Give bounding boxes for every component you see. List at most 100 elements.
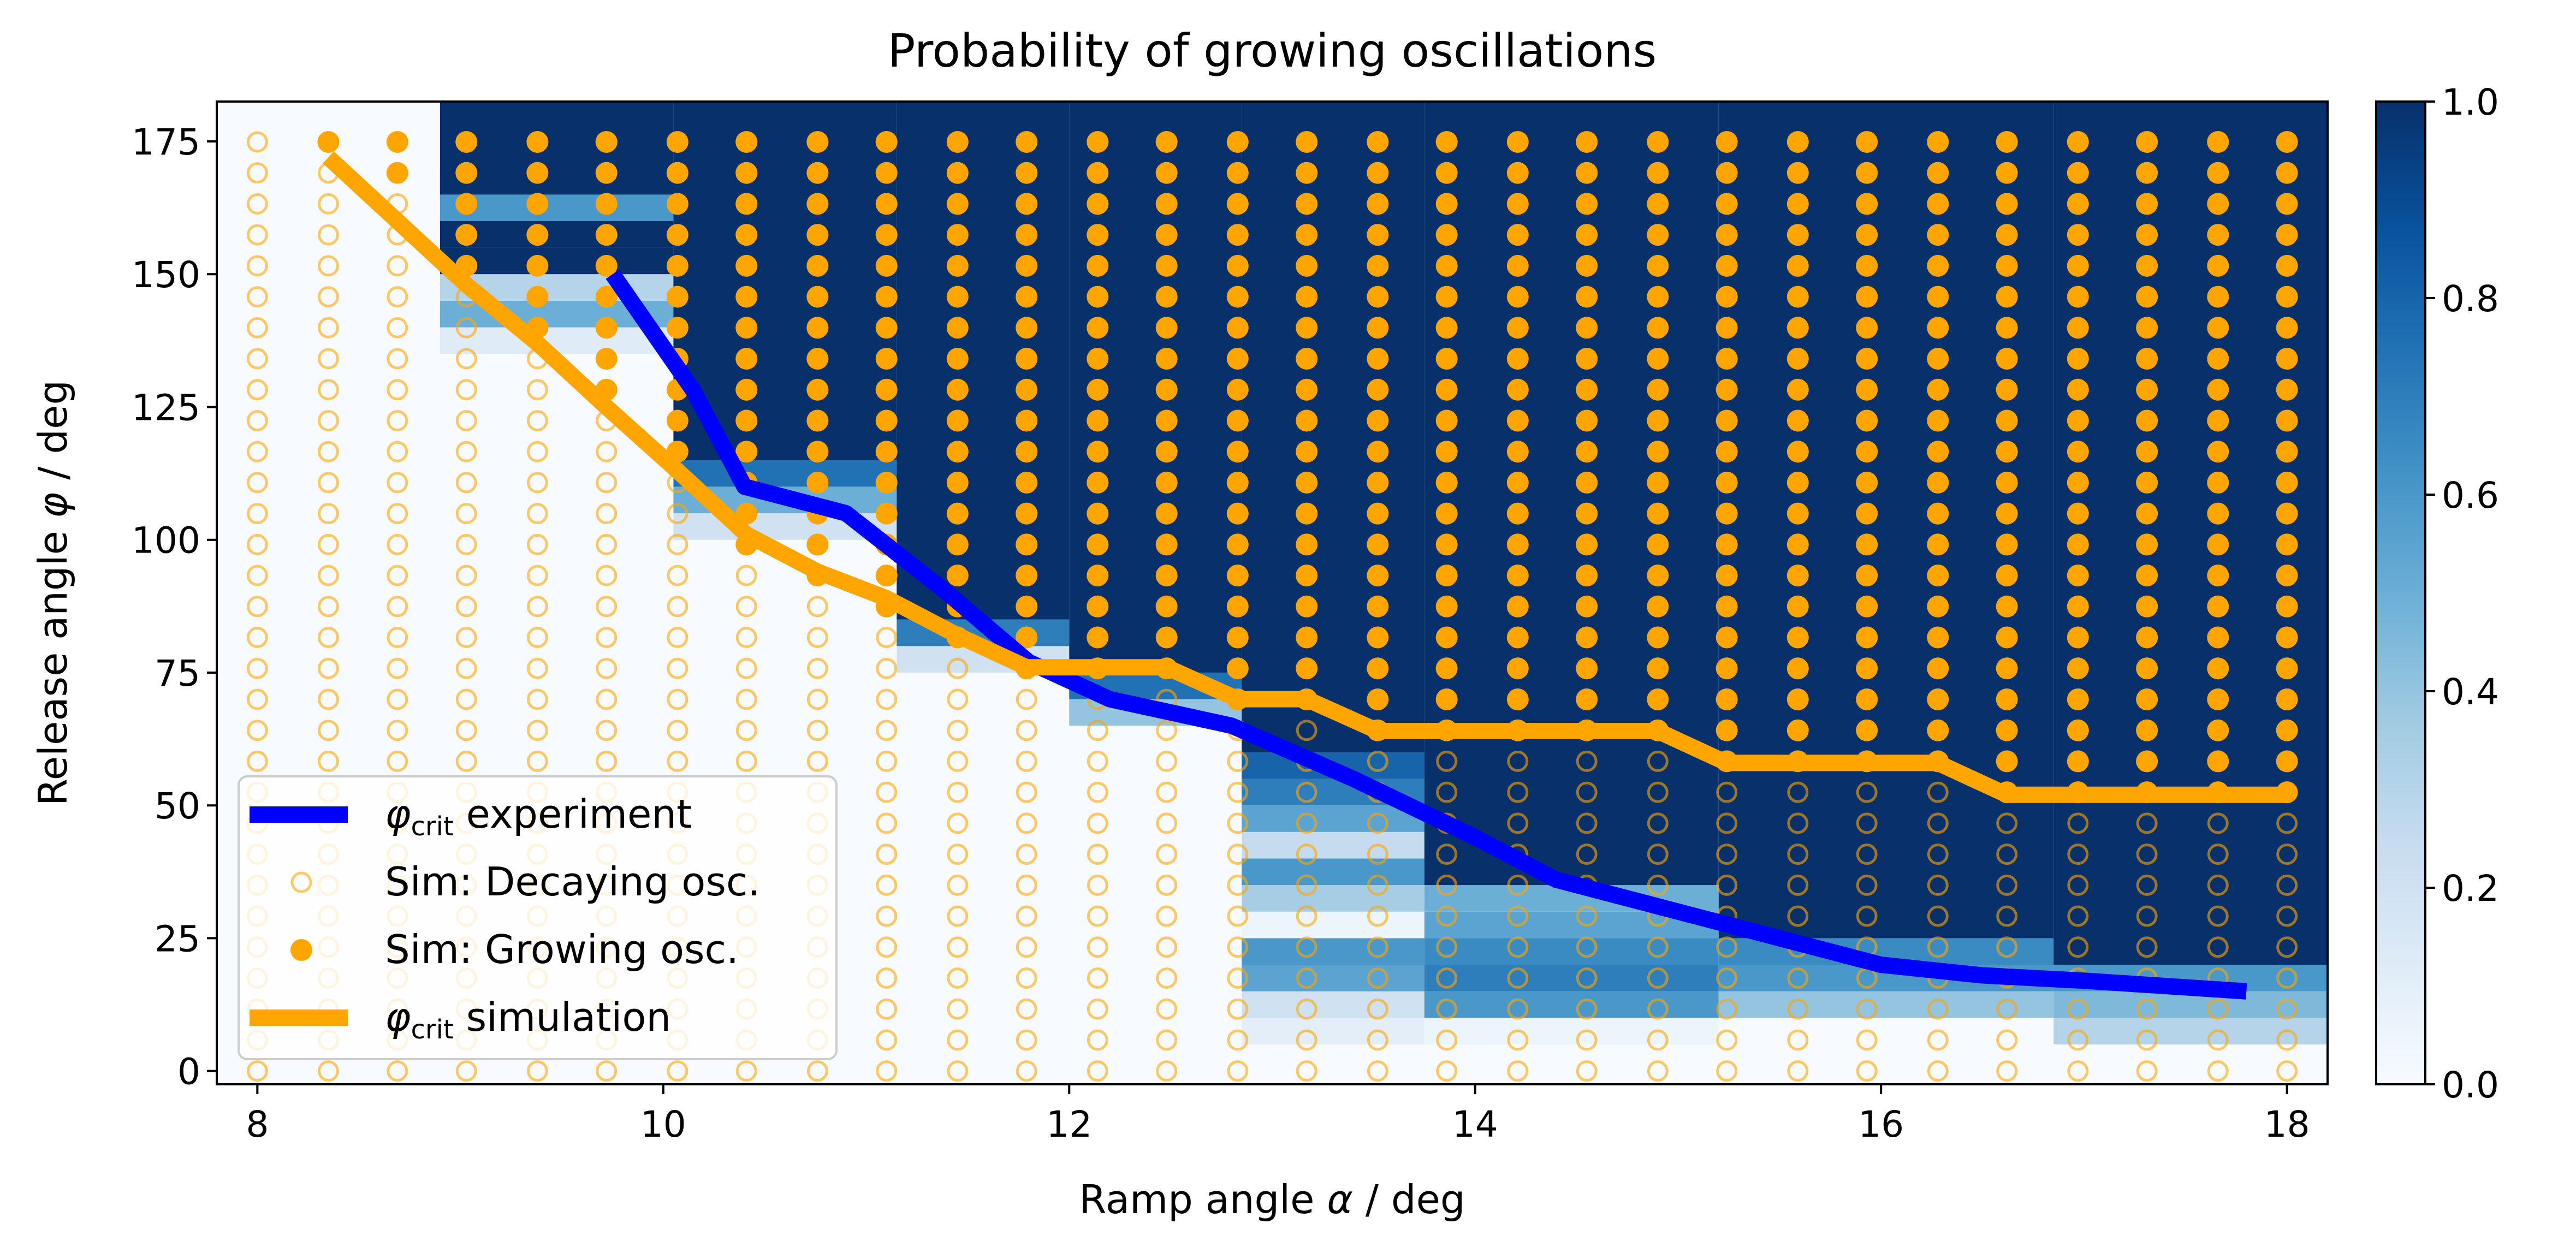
sim-decaying-marker xyxy=(2136,936,2158,958)
sim-growing-marker xyxy=(1716,162,1738,184)
x-tick-label: 18 xyxy=(2264,1103,2310,1145)
sim-decaying-marker xyxy=(387,565,408,586)
sim-growing-marker xyxy=(2276,719,2298,741)
sim-growing-marker xyxy=(1927,193,1949,215)
sim-growing-marker xyxy=(806,533,829,556)
colorbar: 0.0 0.2 0.4 0.6 0.8 1.0 xyxy=(2375,81,2499,1106)
sim-growing-marker xyxy=(2207,595,2229,617)
sim-growing-marker xyxy=(806,471,829,494)
sim-growing-marker xyxy=(1087,317,1109,339)
sim-growing-marker xyxy=(735,378,758,401)
sim-decaying-marker xyxy=(1856,905,1878,927)
sim-decaying-marker xyxy=(1296,720,1317,741)
sim-decaying-marker xyxy=(596,533,618,555)
sim-growing-marker xyxy=(1576,502,1598,525)
sim-decaying-marker xyxy=(2136,905,2158,927)
sim-growing-marker xyxy=(2067,193,2089,215)
sim-growing-marker xyxy=(1367,626,1389,649)
sim-decaying-marker xyxy=(317,379,339,401)
sim-decaying-marker xyxy=(2067,812,2089,834)
sim-growing-marker xyxy=(1647,348,1669,370)
sim-growing-marker xyxy=(875,286,898,308)
sim-growing-marker xyxy=(1016,409,1038,432)
sim-growing-marker xyxy=(1087,378,1109,401)
sim-decaying-marker xyxy=(1927,1029,1949,1051)
sim-decaying-marker xyxy=(455,379,477,401)
sim-decaying-marker xyxy=(387,317,408,338)
sim-growing-marker xyxy=(875,193,898,215)
sim-decaying-marker xyxy=(806,596,828,617)
sim-growing-marker xyxy=(1506,378,1529,401)
sim-decaying-marker xyxy=(526,472,548,494)
sim-growing-marker xyxy=(806,224,829,246)
y-tick-label: 175 xyxy=(132,121,200,163)
sim-decaying-marker xyxy=(2207,1029,2229,1051)
sim-growing-marker xyxy=(2067,348,2089,370)
sim-growing-marker xyxy=(2136,657,2158,680)
sim-growing-marker xyxy=(1856,719,1878,741)
sim-growing-marker xyxy=(1786,378,1809,401)
sim-growing-marker xyxy=(2136,441,2158,463)
sim-growing-marker xyxy=(1576,162,1598,184)
sim-growing-marker xyxy=(1996,348,2018,370)
sim-decaying-marker xyxy=(2207,812,2229,834)
sim-growing-marker xyxy=(1506,409,1529,432)
sim-growing-marker xyxy=(806,441,829,463)
sim-decaying-marker xyxy=(1227,998,1249,1020)
sim-growing-marker xyxy=(1576,130,1598,153)
sim-growing-marker xyxy=(2136,193,2158,215)
series-line-simulation xyxy=(323,151,2287,803)
sim-growing-marker xyxy=(595,348,618,370)
legend-filled-marker xyxy=(290,939,312,961)
sim-growing-marker xyxy=(1506,162,1529,184)
sim-growing-marker xyxy=(2276,471,2298,494)
sim-growing-marker xyxy=(1996,162,2018,184)
sim-decaying-marker xyxy=(2276,1060,2298,1082)
sim-growing-marker xyxy=(1016,317,1038,339)
sim-growing-marker xyxy=(2067,502,2089,525)
sim-decaying-marker xyxy=(387,533,408,555)
sim-growing-marker xyxy=(1087,254,1109,277)
sim-growing-marker xyxy=(1716,378,1738,401)
sim-growing-marker xyxy=(1786,688,1809,710)
sim-growing-marker xyxy=(1786,193,1809,215)
sim-growing-marker xyxy=(2207,193,2229,215)
sim-decaying-marker xyxy=(667,720,688,741)
sim-growing-marker xyxy=(1155,378,1178,401)
heatmap-cell xyxy=(673,460,897,487)
sim-decaying-marker xyxy=(1716,967,1738,989)
sim-growing-marker xyxy=(1506,441,1529,463)
sim-decaying-marker xyxy=(455,472,477,494)
sim-decaying-marker xyxy=(317,255,339,277)
sim-decaying-marker xyxy=(317,627,339,649)
sim-growing-marker xyxy=(666,224,688,246)
legend-label: φcrit simulation xyxy=(385,994,671,1045)
sim-decaying-marker xyxy=(1927,781,1949,803)
sim-decaying-marker xyxy=(455,688,477,710)
sim-growing-marker xyxy=(1367,286,1389,308)
sim-decaying-marker xyxy=(1436,750,1458,772)
sim-decaying-marker xyxy=(317,720,339,741)
sim-decaying-marker xyxy=(1227,1029,1249,1051)
sim-decaying-marker xyxy=(667,688,688,710)
sim-decaying-marker xyxy=(2276,844,2298,865)
sim-decaying-marker xyxy=(1156,998,1178,1020)
chart-title: Probability of growing oscillations xyxy=(888,24,1657,78)
sim-decaying-marker xyxy=(387,503,408,525)
sim-decaying-marker xyxy=(947,1060,969,1082)
sim-decaying-marker xyxy=(317,286,339,308)
sim-decaying-marker xyxy=(1927,874,1949,896)
sim-growing-marker xyxy=(1087,595,1109,617)
sim-decaying-marker xyxy=(876,812,898,834)
sim-growing-marker xyxy=(1155,626,1178,649)
sim-growing-marker xyxy=(2136,130,2158,153)
sim-growing-marker xyxy=(2207,409,2229,432)
colorbar-tick-label: 0.0 xyxy=(2442,1064,2499,1106)
sim-decaying-marker xyxy=(1996,1029,2018,1051)
sim-growing-marker xyxy=(1786,471,1809,494)
sim-decaying-marker xyxy=(1296,1029,1317,1051)
sim-decaying-marker xyxy=(1227,844,1249,865)
sim-growing-marker xyxy=(2276,317,2298,339)
sim-growing-marker xyxy=(1716,193,1738,215)
